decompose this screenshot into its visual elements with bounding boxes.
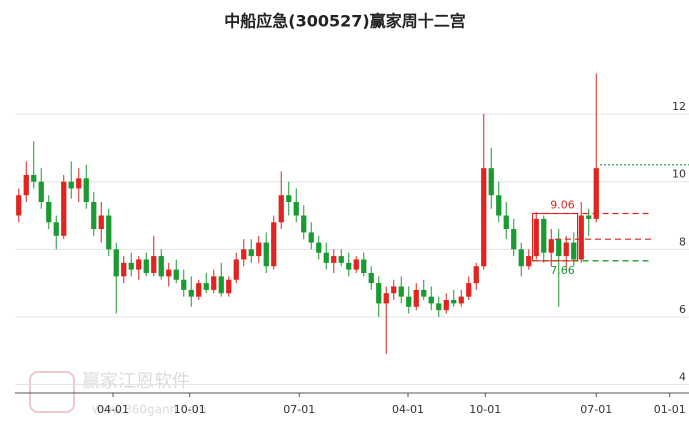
- candle-body: [301, 215, 307, 233]
- x-tick-label: 07-01: [283, 403, 315, 416]
- candle-body: [68, 181, 74, 189]
- candle-body: [331, 256, 337, 263]
- candle-body: [121, 262, 127, 277]
- candle-body: [226, 279, 232, 294]
- x-tick-label: 07-01: [580, 403, 612, 416]
- y-tick-label: 6: [679, 303, 686, 316]
- candle-body: [503, 215, 509, 230]
- candle-body: [376, 283, 382, 304]
- chart-title: 中船应急(300527)赢家周十二宫: [224, 12, 465, 31]
- candle-body: [391, 286, 397, 294]
- candle-body: [203, 283, 209, 290]
- candle-body: [16, 195, 22, 216]
- candle-body: [166, 269, 172, 277]
- candle-body: [31, 174, 37, 182]
- candle-body: [511, 229, 517, 250]
- candle-body: [61, 181, 67, 236]
- candle-body: [346, 262, 352, 270]
- candle-body: [76, 178, 82, 189]
- candle-body: [158, 256, 164, 277]
- candle-body: [241, 249, 247, 260]
- candle-body: [173, 269, 179, 280]
- candle-body: [98, 215, 104, 230]
- candle-body: [406, 296, 412, 307]
- level-label: 7.66: [550, 264, 575, 277]
- candle-body: [256, 242, 262, 257]
- candle-body: [398, 286, 404, 297]
- candle-body: [413, 289, 419, 307]
- candle-body: [571, 242, 577, 260]
- candle-body: [428, 296, 434, 304]
- candle-body: [368, 272, 374, 284]
- candle-body: [38, 181, 44, 202]
- candle-body: [488, 168, 494, 196]
- x-tick-label: 04-01: [392, 403, 424, 416]
- candle-body: [458, 296, 464, 304]
- level-label: 9.06: [550, 198, 575, 211]
- candle-body: [233, 259, 239, 280]
- watermark-logo: [29, 371, 75, 413]
- watermark: 赢家江恩软件 www.360gann.com: [29, 370, 207, 417]
- candle-body: [533, 218, 539, 257]
- y-tick-label: 10: [672, 168, 686, 181]
- candle-body: [383, 293, 389, 304]
- y-tick-label: 8: [679, 235, 686, 248]
- candle-body: [451, 300, 457, 304]
- range-box: [532, 212, 578, 262]
- candle-body: [563, 242, 569, 257]
- candle-body: [421, 289, 427, 297]
- candle-body: [308, 232, 314, 243]
- candle-body: [286, 195, 292, 202]
- y-tick-label: 4: [679, 371, 686, 384]
- candle-body: [91, 201, 97, 230]
- candle-body: [53, 222, 59, 236]
- candle-body: [196, 283, 202, 297]
- candle-body: [278, 195, 284, 223]
- candle-body: [361, 259, 367, 273]
- candle-body: [23, 174, 29, 196]
- candle-body: [316, 242, 322, 253]
- candle-body: [248, 249, 254, 257]
- x-tick-label: 10-01: [174, 403, 206, 416]
- candle-body: [481, 168, 487, 267]
- candle-body: [128, 262, 134, 270]
- y-tick-label: 12: [672, 100, 686, 113]
- candle-body: [151, 256, 157, 273]
- candle-body: [323, 252, 329, 263]
- watermark-url: www.360gann.com: [92, 403, 207, 417]
- candle-body: [211, 276, 217, 290]
- candle-body: [338, 256, 344, 263]
- candle-body: [518, 249, 524, 267]
- watermark-text: 赢家江恩软件: [82, 370, 190, 392]
- candle-body: [496, 195, 502, 216]
- candle-body: [113, 249, 119, 277]
- candle-body: [143, 259, 149, 273]
- candle-body: [578, 215, 584, 260]
- candle-body: [443, 300, 449, 311]
- candle-body: [556, 239, 562, 257]
- x-tick-label: 04-01: [97, 403, 129, 416]
- candle-body: [188, 289, 194, 297]
- x-tick-label: 10-01: [469, 403, 501, 416]
- candle-body: [473, 266, 479, 284]
- candle-body: [526, 256, 532, 267]
- candle-body: [293, 201, 299, 216]
- x-tick-label: 01-01: [654, 403, 686, 416]
- candle-body: [218, 276, 224, 294]
- candle-body: [593, 168, 599, 219]
- candle-body: [586, 215, 592, 219]
- candle-body: [271, 222, 277, 267]
- candle-body: [541, 218, 547, 253]
- candle-body: [263, 242, 269, 267]
- candle-body: [136, 259, 142, 270]
- candle-body: [353, 259, 359, 270]
- candle-body: [106, 215, 112, 250]
- candle-body: [83, 178, 89, 202]
- candle-body: [46, 201, 52, 223]
- candle-body: [548, 239, 554, 253]
- candle-body: [181, 279, 187, 290]
- candle-body: [436, 303, 442, 311]
- candle-body: [466, 283, 472, 297]
